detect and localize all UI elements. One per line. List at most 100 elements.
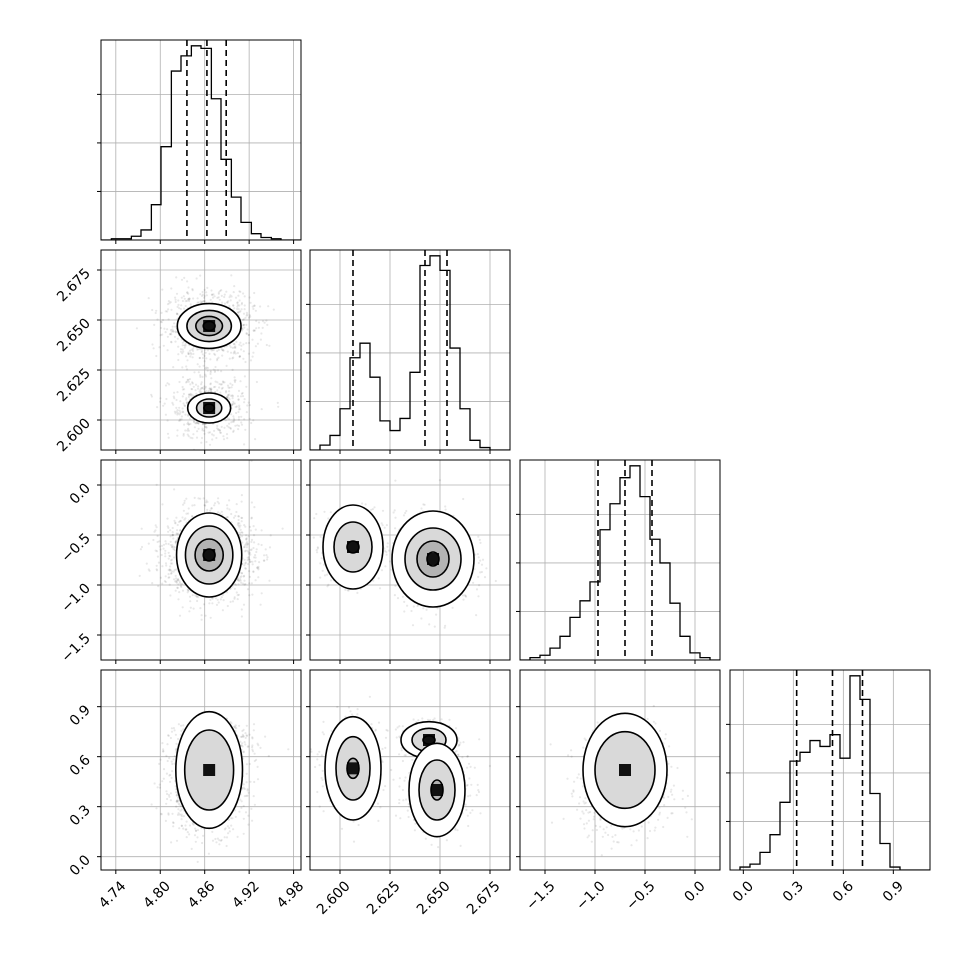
scatter-point xyxy=(237,398,240,401)
scatter-point xyxy=(209,372,212,376)
scatter-point xyxy=(373,506,376,509)
scatter-point xyxy=(163,402,166,405)
scatter-point xyxy=(147,297,150,300)
scatter-point xyxy=(196,430,199,433)
scatter-point xyxy=(239,290,242,293)
scatter-point xyxy=(385,524,388,527)
scatter-point xyxy=(247,558,251,561)
scatter-point xyxy=(169,555,172,558)
scatter-point xyxy=(255,319,258,323)
scatter-point xyxy=(164,555,167,558)
contour-line-2-0-2 xyxy=(322,504,384,590)
scatter-point xyxy=(477,595,480,598)
scatter-point xyxy=(226,395,229,398)
scatter-point xyxy=(322,563,326,566)
scatter-point xyxy=(228,398,231,401)
scatter-point xyxy=(247,551,250,554)
scatter-point xyxy=(156,318,159,321)
scatter-point xyxy=(257,576,260,579)
scatter-point xyxy=(173,335,177,338)
scatter-point xyxy=(238,522,241,525)
scatter-point xyxy=(242,603,246,606)
scatter-point xyxy=(160,321,163,324)
scatter-point xyxy=(227,396,230,399)
scatter-point xyxy=(169,565,172,568)
scatter-point xyxy=(181,376,185,379)
scatter-point xyxy=(252,329,255,332)
scatter-point xyxy=(217,511,220,514)
histogram-panel-3 xyxy=(726,669,931,874)
scatter-point xyxy=(215,436,218,440)
scatter-point xyxy=(174,521,177,524)
scatter-point xyxy=(159,334,162,337)
scatter-point xyxy=(401,595,404,598)
scatter-point xyxy=(166,525,169,528)
scatter-point xyxy=(199,607,202,610)
scatter-point xyxy=(257,543,260,546)
scatter-point xyxy=(229,426,232,430)
scatter-point xyxy=(464,594,467,598)
scatter-point xyxy=(203,300,206,303)
scatter-point xyxy=(451,606,454,609)
scatter-point xyxy=(240,423,244,426)
scatter-point xyxy=(195,422,198,425)
scatter-point xyxy=(210,349,213,352)
scatter-point xyxy=(301,508,303,510)
scatter-point xyxy=(462,598,465,601)
density-panel-0-1 xyxy=(97,249,302,454)
scatter-point xyxy=(246,542,249,545)
scatter-point xyxy=(248,404,251,407)
scatter-point xyxy=(316,546,319,549)
scatter-point xyxy=(213,504,216,507)
scatter-point xyxy=(177,299,180,302)
scatter-point xyxy=(193,504,196,507)
scatter-point xyxy=(254,554,257,557)
scatter-point xyxy=(316,551,319,554)
scatter-point xyxy=(216,296,219,299)
scatter-point xyxy=(182,509,185,512)
scatter-point xyxy=(253,506,256,509)
scatter-point xyxy=(189,606,192,609)
scatter-point xyxy=(186,433,189,436)
scatter-point xyxy=(239,310,242,313)
scatter-point xyxy=(235,591,238,594)
scatter-point xyxy=(392,511,395,514)
scatter-point xyxy=(179,528,182,532)
scatter-point xyxy=(192,420,196,424)
scatter-point xyxy=(193,426,196,429)
scatter-point xyxy=(248,570,251,573)
scatter-point xyxy=(208,431,212,434)
scatter-point xyxy=(156,540,159,544)
scatter-point xyxy=(170,572,173,575)
scatter-point xyxy=(394,479,397,482)
scatter-point xyxy=(217,497,220,500)
scatter-point xyxy=(240,392,243,395)
scatter-point xyxy=(197,385,200,388)
scatter-point xyxy=(159,548,162,551)
scatter-point xyxy=(252,307,255,310)
scatter-point xyxy=(178,580,181,583)
scatter-point xyxy=(235,405,238,408)
scatter-point xyxy=(240,581,243,584)
scatter-point xyxy=(225,290,228,293)
scatter-point xyxy=(177,303,180,306)
scatter-point xyxy=(187,588,190,592)
scatter-point xyxy=(164,384,168,387)
scatter-point xyxy=(241,391,244,395)
scatter-point xyxy=(228,508,231,511)
contour-line-0-0-0 xyxy=(202,320,216,332)
scatter-point xyxy=(233,343,236,346)
scatter-point xyxy=(153,323,156,326)
scatter-point xyxy=(192,347,195,350)
scatter-point xyxy=(241,733,244,737)
scatter-point xyxy=(411,624,415,627)
scatter-point xyxy=(370,508,373,511)
scatter-point xyxy=(190,387,193,391)
scatter-point xyxy=(213,352,216,355)
scatter-point xyxy=(176,429,179,432)
scatter-point xyxy=(184,429,187,432)
scatter-point xyxy=(172,547,175,551)
scatter-point xyxy=(237,418,240,421)
scatter-point xyxy=(244,428,247,431)
scatter-point xyxy=(182,402,185,405)
